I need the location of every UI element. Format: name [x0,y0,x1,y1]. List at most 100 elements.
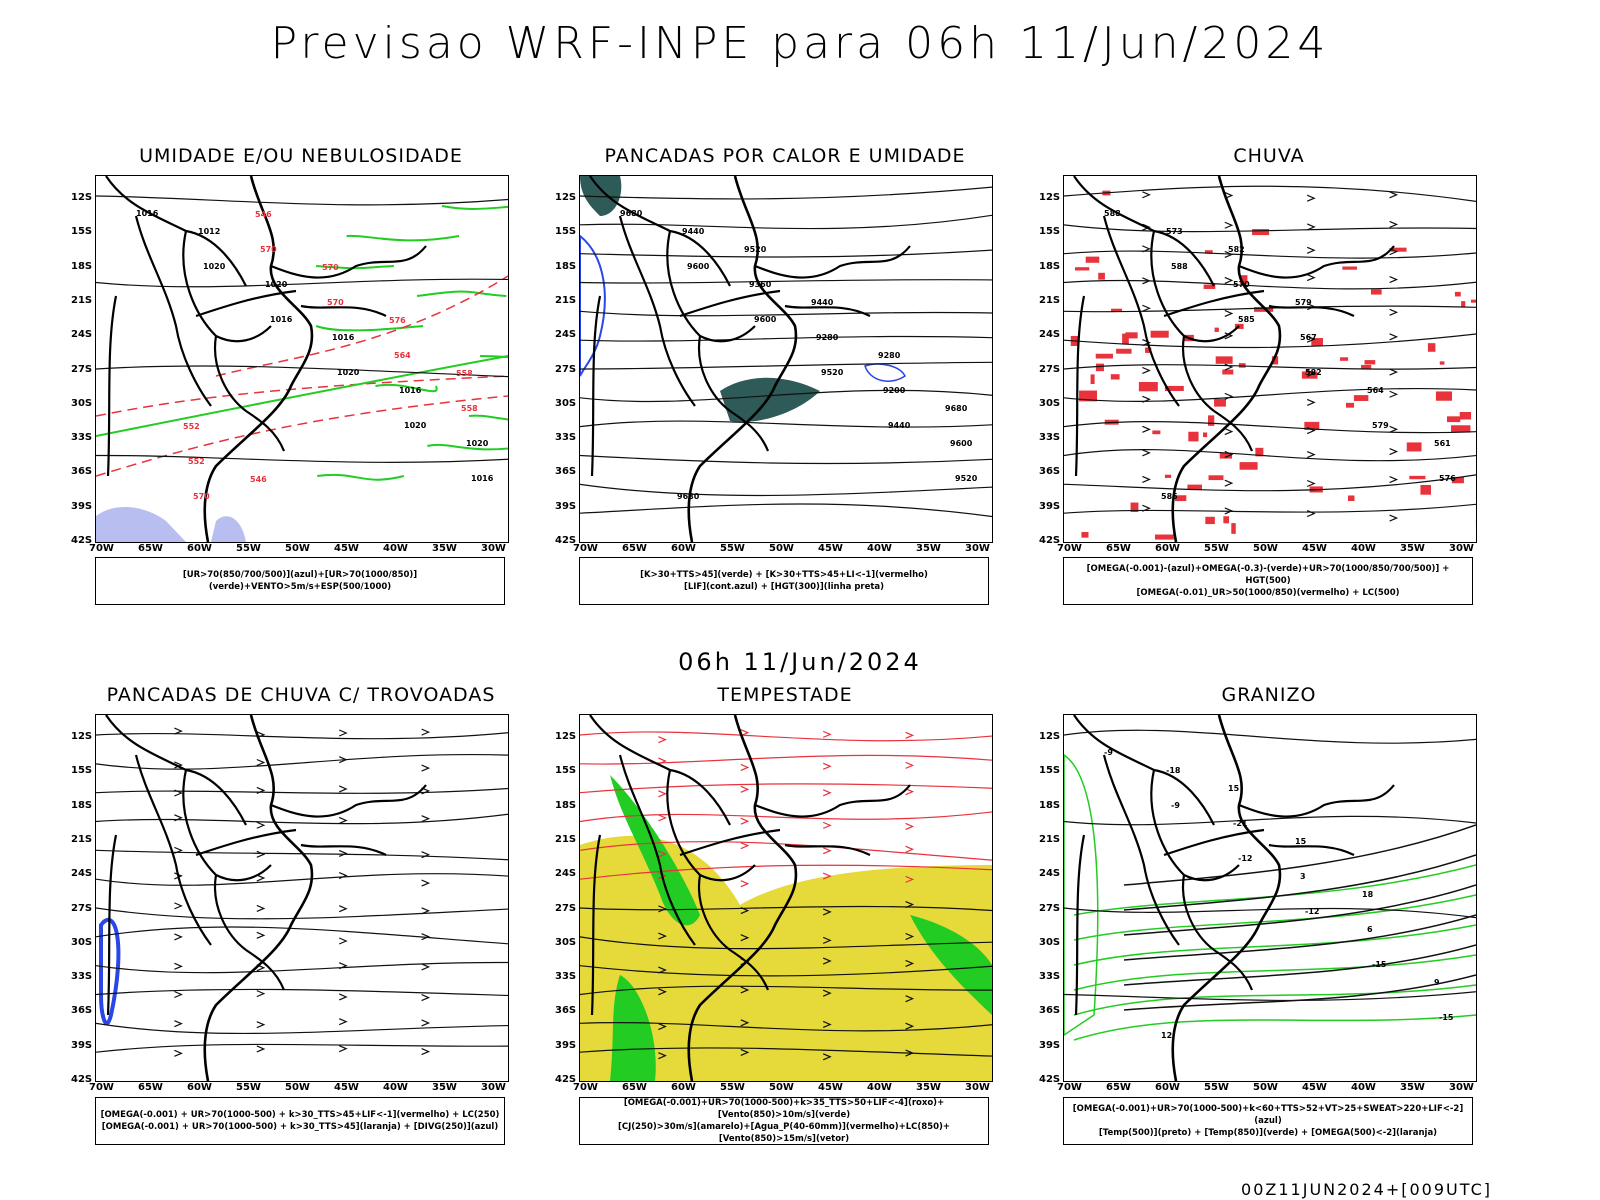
contour-label: 1020 [466,439,489,448]
lat-tick-label: 24S [555,329,577,341]
legend-line: [OMEGA(-0.001)-(azul)+OMEGA(-0.3)-(verde… [1086,564,1450,586]
lon-tick-label: 40W [867,1082,892,1093]
lon-tick-label: 45W [1302,543,1327,554]
contour-label: 9680 [620,209,643,218]
lon-tick-label: 65W [622,1082,647,1093]
lat-tick-label: 30S [1039,936,1061,948]
contour-label: 588 [1104,209,1121,218]
lat-tick-label: 15S [1039,226,1061,238]
map-granizo: -9 -9 -12 -12 -15 -15 -18 -21 3 6 9 12 15 15 18 [1063,714,1477,1082]
legend-line: [OMEGA(-0.001) + UR>70(1000-500) + k>30_… [101,1122,499,1132]
contour-label: 9280 [816,333,839,342]
legend-line: [LIF](cont.azul) + [HGT(300)](linha pret… [683,582,885,592]
lat-tick-label: 21S [1039,294,1061,306]
contour-label: 3 [1300,872,1306,881]
legend-umidade: [UR>70(850/700/500)](azul)+[UR>70(1000/8… [95,557,505,605]
contour-label: 552 [188,457,205,466]
lon-tick-label: 60W [187,543,212,554]
legend-chuva: [OMEGA(-0.001)-(azul)+OMEGA(-0.3)-(verde… [1063,557,1473,605]
lon-tick-label: 50W [285,1082,310,1093]
contour-label: 585 [1161,492,1178,501]
lon-tick-label: 60W [1155,1082,1180,1093]
map-calor: 9680 9600 9600 9520 9440 9520 9440 9360 9280 9200… [579,175,993,543]
contour-label: 1016 [471,474,494,483]
legend-line: [OMEGA(-0.001)+UR>70(1000-500)+k>35_TTS>… [623,1098,945,1120]
lon-tick-label: 50W [1253,1082,1278,1093]
legend-line: [Temp(500)](preto) + [Temp(850)](verde) … [1098,1128,1438,1138]
legend-trovoadas: [OMEGA(-0.001) + UR>70(1000-500) + k>30_… [95,1097,505,1145]
lon-tick-label: 45W [1302,1082,1327,1093]
legend-line: [OMEGA(-0.01)_UR>50(1000/850)(vermelho) … [1136,588,1400,598]
legend-line: [OMEGA(-0.001) + UR>70(1000-500) + k>30_… [100,1110,500,1120]
lon-tick-label: 70W [573,1082,598,1093]
contour-label: 546 [250,475,267,484]
lat-tick-label: 33S [555,432,577,444]
lon-tick-label: 30W [481,543,506,554]
map-umidade: 1016 1020 1016 1020 1020 1016 1012 1020 1016 1016… [95,175,509,543]
lon-tick-label: 40W [1351,543,1376,554]
lon-tick-label: 40W [1351,1082,1376,1093]
lat-tick-label: 12S [1039,731,1061,742]
contour-label: 15 [1295,837,1307,846]
contour-label: -9 [1171,801,1180,810]
lon-tick-label: 50W [769,1082,794,1093]
lat-tick-label: 36S [71,1005,93,1017]
contour-label: 1020 [265,280,288,289]
contour-label: 1020 [337,368,360,377]
lon-tick-label: 30W [1449,543,1474,554]
contour-label: 1016 [270,315,293,324]
lat-tick-label: 27S [71,902,93,914]
lat-tick-label: 39S [71,500,93,512]
lat-tick-label: 36S [1039,466,1061,478]
lat-tick-label: 33S [71,432,93,444]
contour-label: 585 [1238,315,1255,324]
lon-tick-label: 35W [916,1082,941,1093]
main-title: Previsao WRF-INPE para 06h 11/Jun/2024 [270,18,1330,69]
contour-label: -21 [1233,819,1248,828]
contour-label: 15 [1228,784,1240,793]
lat-tick-label: 42S [1039,1074,1061,1085]
contour-label: 9600 [950,439,973,448]
lat-tick-label: 42S [71,1074,93,1085]
contour-label: 570 [327,298,344,307]
lat-tick-label: 39S [1039,1039,1061,1051]
lat-tick-label: 33S [71,971,93,983]
lat-tick-label: 30S [555,397,577,409]
lon-tick-label: 45W [334,543,359,554]
contour-label: 579 [1295,298,1312,307]
lon-tick-label: 40W [383,1082,408,1093]
contour-label: 552 [183,422,200,431]
lat-tick-label: 21S [71,833,93,845]
lat-tick-label: 12S [555,731,577,742]
lon-tick-label: 55W [720,543,745,554]
contour-label: -15 [1439,1013,1454,1022]
contour-label: 9520 [744,245,767,254]
lat-tick-label: 27S [555,902,577,914]
lat-tick-label: 15S [555,765,577,777]
contour-label: 9600 [754,315,777,324]
lon-tick-label: 65W [138,1082,163,1093]
contour-label: 564 [394,351,411,360]
contour-label: 1012 [198,227,220,236]
lon-tick-label: 70W [1057,543,1082,554]
contour-label: 9200 [883,386,906,395]
lon-tick-label: 50W [769,543,794,554]
lat-tick-label: 24S [71,868,93,880]
contour-label: -18 [1166,766,1181,775]
contour-label: 570 [1233,280,1250,289]
lat-tick-label: 21S [1039,833,1061,845]
lat-tick-label: 42S [555,535,577,546]
lat-tick-label: 36S [555,466,577,478]
lon-tick-label: 45W [818,543,843,554]
contour-label: 6 [1367,925,1373,934]
lon-tick-label: 50W [285,543,310,554]
contour-label: 564 [1367,386,1384,395]
contour-label: 567 [1300,333,1317,342]
lat-tick-label: 33S [1039,432,1061,444]
contour-label: 561 [1434,439,1451,448]
lat-tick-label: 36S [71,466,93,478]
contour-label: -15 [1372,960,1387,969]
lat-tick-label: 27S [1039,363,1061,375]
legend-granizo: [OMEGA(-0.001)+UR>70(1000-500)+k<60+TTS>… [1063,1097,1473,1145]
map-canvas-chuva: 588 588 585 582 579 576 573 570 567 564 561 585 582 5… [1064,176,1476,542]
